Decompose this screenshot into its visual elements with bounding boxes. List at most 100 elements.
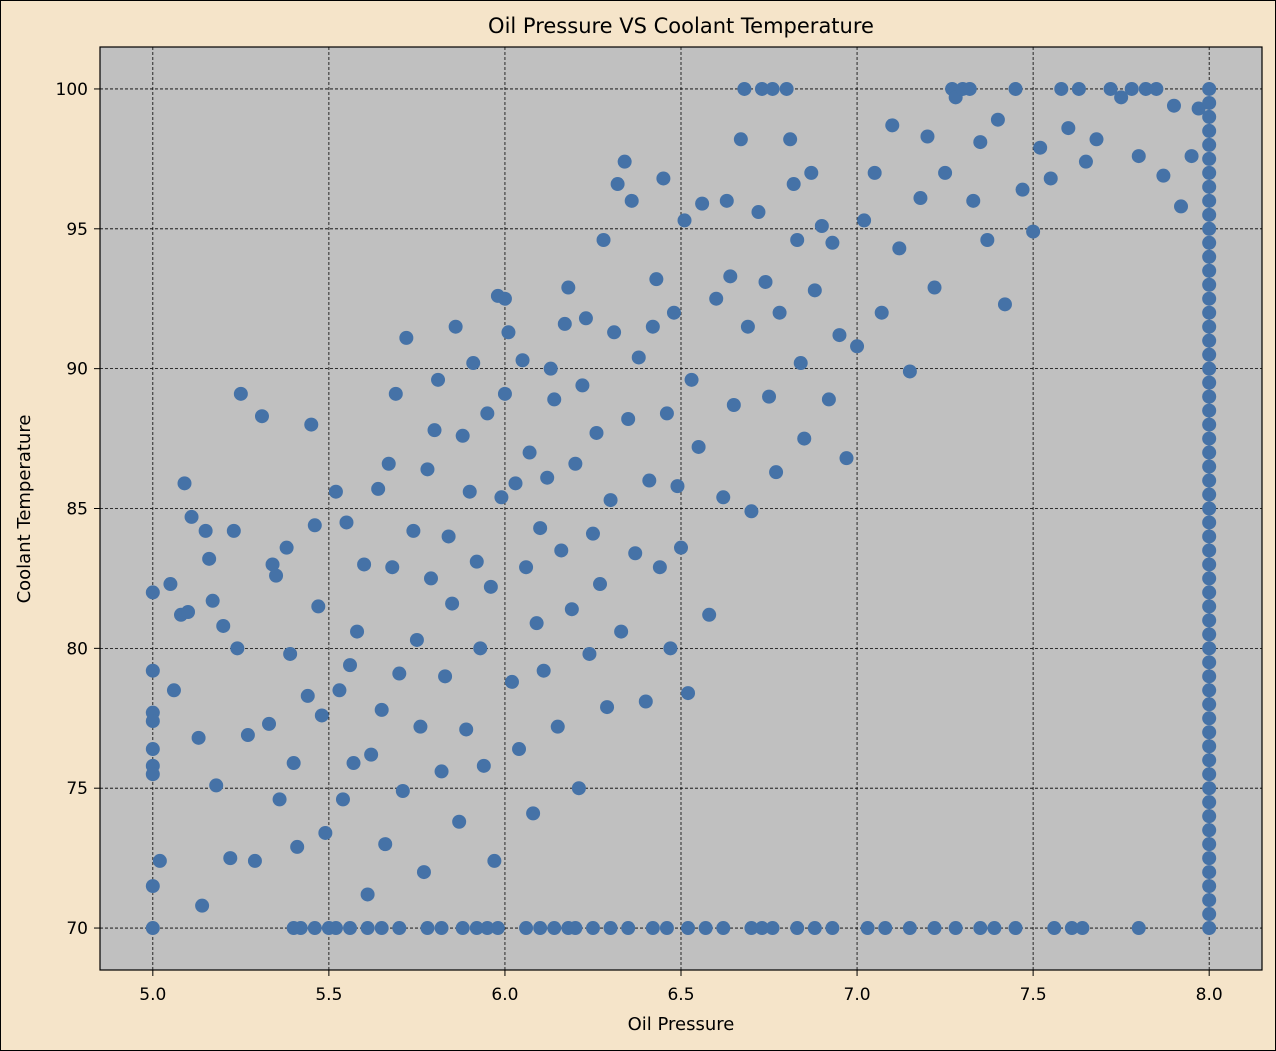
data-point <box>434 921 449 936</box>
data-point <box>1202 487 1217 502</box>
data-point <box>628 546 643 561</box>
data-point <box>642 473 657 488</box>
data-point <box>783 132 798 147</box>
data-point <box>740 319 755 334</box>
data-point <box>1202 683 1217 698</box>
data-point <box>807 921 822 936</box>
data-point <box>279 540 294 555</box>
data-point <box>913 191 928 206</box>
data-point <box>223 851 238 866</box>
data-point <box>307 921 322 936</box>
data-point <box>163 577 178 592</box>
data-point <box>427 423 442 438</box>
data-point <box>614 624 629 639</box>
data-point <box>807 283 822 298</box>
data-point <box>779 81 794 96</box>
data-point <box>191 730 206 745</box>
data-point <box>195 898 210 913</box>
data-point <box>825 235 840 250</box>
data-point <box>568 456 583 471</box>
data-point <box>515 353 530 368</box>
data-point <box>892 241 907 256</box>
data-point <box>1202 403 1217 418</box>
data-point <box>1202 557 1217 572</box>
data-point <box>230 641 245 656</box>
data-point <box>145 585 160 600</box>
data-point <box>469 554 484 569</box>
data-point <box>645 319 660 334</box>
data-point <box>529 616 544 631</box>
data-point <box>1033 140 1048 155</box>
data-point <box>1202 165 1217 180</box>
data-point <box>508 476 523 491</box>
data-point <box>145 767 160 782</box>
data-point <box>765 921 780 936</box>
data-point <box>226 523 241 538</box>
data-point <box>814 219 829 234</box>
data-point <box>269 568 284 583</box>
data-point <box>290 839 305 854</box>
data-point <box>772 305 787 320</box>
data-point <box>927 280 942 295</box>
data-point <box>184 509 199 524</box>
data-point <box>522 445 537 460</box>
data-point <box>1202 263 1217 278</box>
data-point <box>487 853 502 868</box>
data-point <box>786 177 801 192</box>
data-point <box>480 921 495 936</box>
data-point <box>561 280 576 295</box>
data-point <box>1191 101 1206 116</box>
data-point <box>684 372 699 387</box>
data-point <box>1202 529 1217 544</box>
data-point <box>209 778 224 793</box>
data-point <box>1202 431 1217 446</box>
data-point <box>332 683 347 698</box>
data-point <box>600 700 615 715</box>
data-point <box>990 112 1005 127</box>
data-point <box>1184 149 1199 164</box>
data-point <box>547 921 562 936</box>
data-point <box>318 825 333 840</box>
data-point <box>617 154 632 169</box>
data-point <box>547 392 562 407</box>
data-point <box>564 602 579 617</box>
data-point <box>825 921 840 936</box>
data-point <box>1202 641 1217 656</box>
data-point <box>938 165 953 180</box>
y-axis-ticks: 70 75 80 85 90 95 100 <box>56 80 100 939</box>
data-point <box>452 814 467 829</box>
data-point <box>1202 151 1217 166</box>
data-point <box>695 196 710 211</box>
data-point <box>420 462 435 477</box>
data-point <box>314 708 329 723</box>
data-point <box>1202 809 1217 824</box>
data-point <box>1124 81 1139 96</box>
x-axis-label: Oil Pressure <box>628 1014 735 1035</box>
data-point <box>621 921 636 936</box>
data-point <box>585 921 600 936</box>
data-point <box>431 372 446 387</box>
y-tick-label: 90 <box>66 360 88 380</box>
data-point <box>793 356 808 371</box>
data-point <box>624 193 639 208</box>
data-point <box>1202 655 1217 670</box>
data-point <box>638 694 653 709</box>
data-point <box>181 604 196 619</box>
data-point <box>1131 921 1146 936</box>
data-point <box>1071 81 1086 96</box>
data-point <box>674 540 688 555</box>
data-point <box>385 560 400 575</box>
data-point <box>1202 613 1217 628</box>
data-point <box>406 523 421 538</box>
x-axis-ticks: 5.0 5.5 6.0 6.5 7.0 7.5 8.0 <box>139 970 1223 1005</box>
data-point <box>272 792 287 807</box>
data-point <box>582 646 597 661</box>
data-point <box>1202 781 1217 796</box>
data-point <box>691 439 706 454</box>
data-point <box>850 339 865 354</box>
data-point <box>423 571 438 586</box>
data-point <box>1202 305 1217 320</box>
data-point <box>343 658 358 673</box>
data-point <box>476 758 491 773</box>
data-point <box>867 165 882 180</box>
